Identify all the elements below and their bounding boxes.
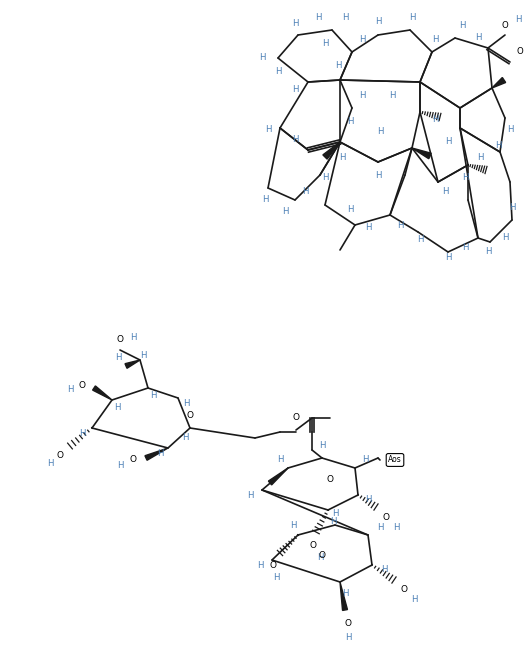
Text: O: O [400, 585, 407, 595]
Text: H: H [345, 632, 351, 642]
Text: H: H [330, 518, 336, 527]
Text: H: H [183, 398, 189, 408]
Text: H: H [273, 574, 279, 582]
Text: H: H [409, 14, 415, 23]
Text: H: H [282, 207, 288, 216]
Text: H: H [259, 53, 266, 63]
Text: H: H [362, 456, 369, 464]
Text: H: H [335, 61, 341, 70]
Text: H: H [432, 35, 438, 44]
Text: H: H [502, 233, 508, 243]
Text: H: H [389, 91, 395, 100]
Polygon shape [92, 386, 112, 400]
Text: H: H [495, 140, 501, 149]
Text: Aos: Aos [388, 456, 402, 464]
Text: H: H [292, 85, 298, 95]
Text: H: H [462, 243, 468, 252]
Text: H: H [411, 595, 417, 604]
Text: H: H [342, 589, 348, 599]
Text: H: H [365, 224, 371, 233]
Text: H: H [67, 385, 73, 394]
Text: H: H [292, 136, 298, 145]
Text: H: H [342, 14, 348, 23]
Text: H: H [290, 520, 296, 529]
Text: O: O [270, 561, 277, 569]
Text: H: H [417, 235, 423, 244]
Text: H: H [381, 565, 387, 574]
Text: H: H [275, 68, 281, 76]
Text: H: H [377, 128, 383, 136]
Text: H: H [359, 35, 365, 44]
Text: H: H [377, 522, 383, 531]
Text: H: H [375, 171, 381, 179]
Polygon shape [145, 448, 168, 460]
Text: H: H [365, 496, 371, 505]
Text: H: H [475, 33, 481, 42]
Text: H: H [347, 205, 353, 215]
Text: H: H [359, 91, 365, 100]
Text: H: H [114, 404, 120, 413]
Text: H: H [130, 334, 136, 342]
Text: O: O [517, 48, 524, 57]
Text: O: O [345, 619, 352, 629]
Text: H: H [459, 20, 465, 29]
Polygon shape [340, 582, 347, 610]
Text: H: H [265, 125, 271, 134]
Text: H: H [247, 490, 253, 499]
Text: O: O [382, 512, 390, 522]
Text: H: H [322, 40, 328, 48]
Text: O: O [186, 411, 193, 419]
Text: H: H [507, 125, 513, 134]
Polygon shape [125, 360, 140, 368]
Text: O: O [56, 451, 64, 460]
Text: H: H [375, 18, 381, 27]
Text: H: H [442, 188, 448, 196]
Polygon shape [268, 468, 288, 485]
Text: H: H [347, 117, 353, 126]
Text: H: H [485, 248, 491, 256]
Text: H: H [509, 203, 515, 213]
Text: H: H [257, 561, 263, 569]
Text: H: H [339, 153, 345, 162]
Text: H: H [150, 391, 156, 400]
Text: H: H [182, 434, 189, 443]
Text: H: H [47, 460, 53, 469]
Text: H: H [315, 14, 321, 23]
Polygon shape [412, 148, 431, 158]
Text: H: H [319, 441, 326, 451]
Text: O: O [319, 550, 326, 559]
Text: H: H [140, 351, 146, 361]
Text: H: H [332, 509, 338, 518]
Text: H: H [317, 554, 323, 563]
Text: H: H [477, 153, 483, 162]
Text: H: H [292, 20, 298, 29]
Text: H: H [302, 188, 309, 196]
Text: H: H [397, 220, 403, 230]
Text: O: O [310, 541, 316, 550]
Text: H: H [79, 428, 85, 437]
Text: H: H [322, 173, 328, 183]
Text: O: O [130, 456, 136, 464]
Text: O: O [327, 475, 333, 484]
Text: O: O [79, 381, 85, 389]
Text: O: O [116, 336, 124, 344]
Text: O: O [293, 413, 299, 422]
Polygon shape [323, 142, 340, 159]
Text: H: H [432, 115, 438, 125]
Text: H: H [462, 173, 468, 183]
Text: H: H [393, 522, 399, 531]
Text: H: H [277, 456, 283, 464]
Text: H: H [117, 462, 123, 471]
Text: H: H [515, 16, 521, 25]
Text: H: H [445, 254, 451, 263]
Text: H: H [115, 353, 121, 363]
Text: H: H [157, 449, 163, 458]
Text: O: O [502, 22, 508, 31]
Polygon shape [492, 78, 506, 88]
Text: H: H [262, 196, 268, 205]
Text: H: H [445, 138, 451, 147]
